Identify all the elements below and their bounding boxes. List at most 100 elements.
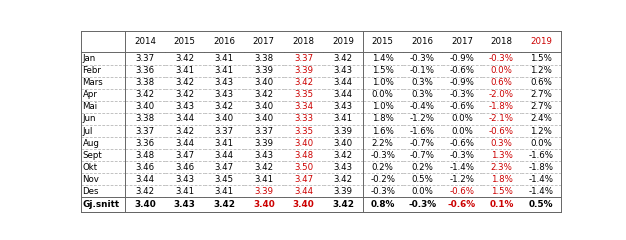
Text: 0.0%: 0.0%: [372, 90, 394, 99]
Text: -1.6%: -1.6%: [410, 126, 435, 136]
Text: 3.34: 3.34: [294, 102, 313, 111]
Text: 3.40: 3.40: [334, 139, 352, 148]
Text: -0.9%: -0.9%: [449, 54, 475, 63]
Text: 3.43: 3.43: [334, 66, 352, 75]
Text: 2014: 2014: [134, 37, 156, 46]
Text: -0.3%: -0.3%: [489, 54, 514, 63]
Text: 3.42: 3.42: [294, 78, 313, 87]
Text: 1.0%: 1.0%: [372, 78, 394, 87]
Text: 3.41: 3.41: [175, 66, 194, 75]
Text: 3.38: 3.38: [135, 114, 155, 123]
Text: Febr: Febr: [83, 66, 101, 75]
Text: -1.6%: -1.6%: [529, 151, 553, 160]
Text: 3.41: 3.41: [334, 114, 352, 123]
Text: 2019: 2019: [332, 37, 354, 46]
Text: 0.3%: 0.3%: [411, 78, 433, 87]
Text: 3.42: 3.42: [175, 78, 194, 87]
Text: -1.8%: -1.8%: [489, 102, 514, 111]
Text: -0.6%: -0.6%: [489, 126, 514, 136]
Text: Nov: Nov: [83, 175, 100, 184]
Text: -0.9%: -0.9%: [449, 78, 475, 87]
Text: 1.4%: 1.4%: [372, 54, 394, 63]
Text: 3.44: 3.44: [175, 114, 194, 123]
Text: -1.2%: -1.2%: [410, 114, 435, 123]
Text: 0.5%: 0.5%: [411, 175, 433, 184]
Text: -0.1%: -0.1%: [410, 66, 435, 75]
Text: 1.5%: 1.5%: [530, 54, 552, 63]
Text: 3.44: 3.44: [175, 139, 194, 148]
Text: 0.3%: 0.3%: [411, 90, 433, 99]
Text: 3.36: 3.36: [135, 139, 155, 148]
Text: 2015: 2015: [372, 37, 394, 46]
Text: -1.4%: -1.4%: [449, 163, 475, 172]
Text: 3.43: 3.43: [334, 102, 352, 111]
Text: 3.40: 3.40: [134, 200, 156, 209]
Text: 3.43: 3.43: [334, 163, 352, 172]
Text: -1.4%: -1.4%: [529, 187, 553, 196]
Text: 3.39: 3.39: [294, 66, 313, 75]
Text: 3.40: 3.40: [215, 114, 233, 123]
Text: 3.39: 3.39: [254, 187, 274, 196]
Text: -0.2%: -0.2%: [370, 175, 395, 184]
Text: 3.44: 3.44: [294, 187, 313, 196]
Text: 3.45: 3.45: [215, 175, 233, 184]
Text: 3.37: 3.37: [294, 54, 313, 63]
Text: 0.0%: 0.0%: [530, 139, 552, 148]
Text: 3.47: 3.47: [175, 151, 194, 160]
Text: -1.4%: -1.4%: [529, 175, 553, 184]
Text: 0.2%: 0.2%: [411, 163, 433, 172]
Text: 3.47: 3.47: [215, 163, 233, 172]
Text: 3.43: 3.43: [175, 102, 194, 111]
Text: 2.7%: 2.7%: [530, 90, 552, 99]
Text: 3.37: 3.37: [135, 54, 155, 63]
Text: 1.8%: 1.8%: [491, 175, 513, 184]
Text: 0.0%: 0.0%: [451, 114, 473, 123]
Text: 3.42: 3.42: [332, 200, 354, 209]
Text: 3.37: 3.37: [215, 126, 233, 136]
Text: Aug: Aug: [83, 139, 100, 148]
Text: 3.43: 3.43: [175, 175, 194, 184]
Text: 3.35: 3.35: [294, 90, 313, 99]
Text: 3.41: 3.41: [175, 187, 194, 196]
Text: 0.1%: 0.1%: [490, 200, 514, 209]
Text: 3.42: 3.42: [175, 90, 194, 99]
Text: 3.39: 3.39: [334, 126, 352, 136]
Text: 3.40: 3.40: [135, 102, 155, 111]
Text: 0.0%: 0.0%: [411, 187, 433, 196]
Text: 2016: 2016: [411, 37, 433, 46]
Text: 1.5%: 1.5%: [372, 66, 394, 75]
Text: 1.5%: 1.5%: [491, 187, 513, 196]
Text: 3.44: 3.44: [135, 175, 155, 184]
Text: 3.37: 3.37: [135, 126, 155, 136]
Text: 2015: 2015: [173, 37, 195, 46]
Text: 3.42: 3.42: [215, 102, 233, 111]
Text: -1.2%: -1.2%: [449, 175, 475, 184]
Text: 3.35: 3.35: [294, 126, 313, 136]
Text: 3.36: 3.36: [135, 66, 155, 75]
Text: 1.6%: 1.6%: [372, 126, 394, 136]
Text: 3.42: 3.42: [213, 200, 235, 209]
Text: 1.2%: 1.2%: [530, 126, 552, 136]
Text: 3.37: 3.37: [254, 126, 274, 136]
Text: 2017: 2017: [451, 37, 473, 46]
Text: 3.42: 3.42: [175, 126, 194, 136]
Text: 2019: 2019: [530, 37, 552, 46]
Text: -0.6%: -0.6%: [449, 139, 475, 148]
Text: 3.41: 3.41: [215, 54, 233, 63]
Text: 1.3%: 1.3%: [491, 151, 513, 160]
Text: 1.2%: 1.2%: [530, 66, 552, 75]
Text: 0.0%: 0.0%: [451, 126, 473, 136]
Text: 3.42: 3.42: [254, 163, 274, 172]
Text: 3.33: 3.33: [294, 114, 313, 123]
Text: -2.0%: -2.0%: [489, 90, 514, 99]
Text: 3.40: 3.40: [253, 200, 275, 209]
Text: 3.41: 3.41: [215, 139, 233, 148]
Text: 3.42: 3.42: [175, 54, 194, 63]
Text: 3.41: 3.41: [254, 175, 274, 184]
Text: 0.6%: 0.6%: [530, 78, 552, 87]
Text: -0.6%: -0.6%: [448, 200, 476, 209]
Text: -1.8%: -1.8%: [529, 163, 553, 172]
Text: -0.6%: -0.6%: [449, 187, 475, 196]
Text: 0.6%: 0.6%: [491, 78, 513, 87]
Text: 0.2%: 0.2%: [372, 163, 394, 172]
